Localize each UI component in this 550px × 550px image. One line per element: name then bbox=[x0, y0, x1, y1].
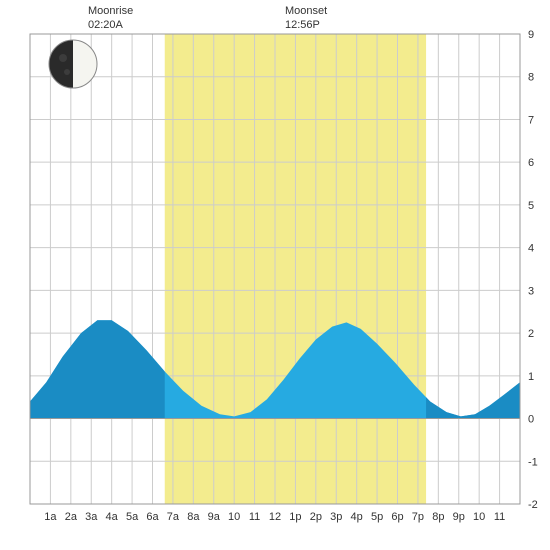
moonrise-time: 02:20A bbox=[88, 19, 123, 31]
x-tick-label: 11 bbox=[249, 511, 260, 523]
x-tick-label: 8a bbox=[187, 511, 200, 523]
x-tick-label: 4p bbox=[351, 511, 363, 523]
x-tick-label: 1a bbox=[44, 511, 57, 523]
y-tick-label: 2 bbox=[528, 328, 534, 340]
x-tick-label: 4a bbox=[106, 511, 119, 523]
tide-chart-container: Moonrise 02:20A Moonset 12:56P -2-101234… bbox=[0, 0, 550, 550]
y-tick-label: 8 bbox=[528, 72, 534, 84]
x-tick-label: 6a bbox=[146, 511, 159, 523]
y-tick-label: 0 bbox=[528, 414, 534, 426]
x-tick-label: 10 bbox=[473, 511, 485, 523]
y-tick-label: 5 bbox=[528, 200, 534, 212]
y-tick-label: -1 bbox=[528, 456, 538, 468]
x-tick-label: 3p bbox=[330, 511, 342, 523]
x-tick-label: 8p bbox=[432, 511, 444, 523]
moonrise-title: Moonrise bbox=[88, 5, 133, 17]
y-tick-label: 4 bbox=[528, 243, 534, 255]
x-tick-label: 9p bbox=[453, 511, 465, 523]
x-tick-label: 7a bbox=[167, 511, 180, 523]
x-tick-label: 1p bbox=[289, 511, 301, 523]
x-tick-label: 2p bbox=[310, 511, 322, 523]
y-tick-label: 3 bbox=[528, 285, 534, 297]
y-tick-label: 6 bbox=[528, 157, 534, 169]
x-tick-label: 5a bbox=[126, 511, 139, 523]
x-tick-label: 3a bbox=[85, 511, 98, 523]
x-tick-label: 10 bbox=[228, 511, 240, 523]
y-tick-label: 9 bbox=[528, 29, 534, 41]
x-tick-label: 11 bbox=[494, 511, 505, 523]
x-tick-label: 12 bbox=[269, 511, 281, 523]
y-tick-label: 7 bbox=[528, 114, 534, 126]
y-tick-label: 1 bbox=[528, 371, 534, 383]
tide-chart-svg: -2-101234567891a2a3a4a5a6a7a8a9a1011121p… bbox=[0, 0, 550, 550]
moon-phase-icon bbox=[49, 40, 97, 88]
moonrise-label: Moonrise 02:20A bbox=[88, 4, 133, 33]
x-tick-label: 5p bbox=[371, 511, 383, 523]
y-tick-label: -2 bbox=[528, 499, 538, 511]
x-tick-label: 9a bbox=[208, 511, 221, 523]
moonset-title: Moonset bbox=[285, 5, 327, 17]
x-tick-label: 7p bbox=[412, 511, 424, 523]
x-tick-label: 6p bbox=[391, 511, 403, 523]
moonset-time: 12:56P bbox=[285, 19, 320, 31]
x-tick-label: 2a bbox=[65, 511, 78, 523]
moonset-label: Moonset 12:56P bbox=[285, 4, 327, 33]
